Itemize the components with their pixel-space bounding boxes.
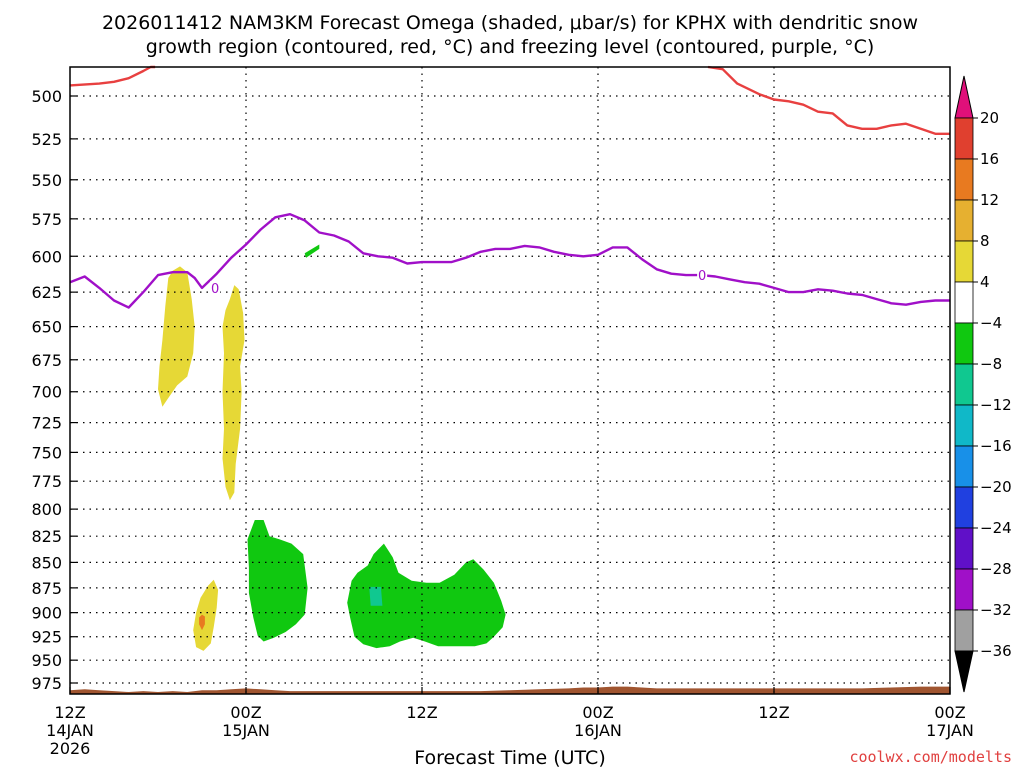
colorbar-label-7: −12 (980, 396, 1012, 414)
y-tick-label-900: 900 (31, 604, 62, 623)
contour-lines-layer: 00 (69, 65, 950, 309)
x-axis-label: Forecast Time (UTC) (414, 747, 605, 768)
x-tick-label-0-3: 2026 (50, 739, 91, 758)
y-tick-label-600: 600 (31, 247, 62, 266)
y-tick-label-725: 725 (31, 414, 62, 433)
y-tick-label-800: 800 (31, 500, 62, 519)
colorbar-swatch-2 (954, 158, 974, 201)
colorbar-label-2: 12 (980, 191, 999, 209)
shaded-regions-layer (70, 244, 950, 694)
x-tick-label-60-2: 17JAN (926, 721, 974, 740)
shaded-region-8 (70, 686, 950, 694)
colorbar-label-5: −4 (980, 314, 1002, 332)
x-tick-label-36-2: 16JAN (574, 721, 622, 740)
shaded-region-6 (369, 586, 383, 606)
x-tick-label-12-1: 00Z (230, 703, 261, 722)
contour-label-1-1: 0 (698, 269, 706, 284)
contour-label-bg-1-0 (210, 280, 221, 295)
shaded-region-3 (199, 614, 205, 631)
y-tick-label-675: 675 (31, 351, 62, 370)
contour-label-1-0: 0 (211, 282, 219, 297)
colorbar-label-1: 16 (980, 150, 999, 168)
y-tick-label-500: 500 (31, 87, 62, 106)
x-tick-label-24-1: 12Z (406, 703, 437, 722)
colorbar-swatch-11 (954, 527, 974, 570)
shaded-region-2 (193, 579, 219, 651)
credit-text: coolwx.com/modelts (849, 748, 1012, 766)
y-tick-label-775: 775 (31, 472, 62, 491)
y-tick-label-525: 525 (31, 130, 62, 149)
x-tick-label-0-2: 14JAN (46, 721, 94, 740)
colorbar-swatch-12 (954, 568, 974, 611)
plot-frame (69, 66, 951, 695)
colorbar-swatch-8 (954, 404, 974, 447)
grid-layer (70, 67, 950, 694)
y-tick-label-625: 625 (31, 283, 62, 302)
colorbar-label-13: −36 (980, 642, 1012, 660)
x-tick-label-12-2: 15JAN (222, 721, 270, 740)
colorbar-label-8: −16 (980, 437, 1012, 455)
colorbar-swatch-9 (954, 445, 974, 488)
colorbar-label-0: 20 (980, 109, 999, 127)
x-tick-label-0-1: 12Z (54, 703, 85, 722)
chart-title-line1: 2026011412 NAM3KM Forecast Omega (shaded… (102, 12, 918, 34)
x-tick-label-60-1: 00Z (934, 703, 965, 722)
colorbar-swatch-4 (954, 240, 974, 283)
series-0-segment-0 (69, 65, 156, 87)
x-tick-label-36-1: 00Z (582, 703, 613, 722)
colorbar-swatch-7 (954, 363, 974, 406)
colorbar-label-12: −32 (980, 601, 1012, 619)
colorbar-bottom-arrow (954, 650, 974, 693)
colorbar-label-3: 8 (980, 232, 990, 250)
shaded-region-7 (304, 244, 320, 258)
chart-title-line2: growth region (contoured, red, °C) and f… (146, 36, 875, 58)
colorbar-swatch-13 (954, 609, 974, 652)
y-tick-label-575: 575 (31, 210, 62, 229)
y-tick-label-700: 700 (31, 383, 62, 402)
colorbar-label-11: −28 (980, 560, 1012, 578)
shaded-region-5 (347, 543, 506, 649)
y-tick-label-850: 850 (31, 553, 62, 572)
y-tick-label-650: 650 (31, 318, 62, 337)
shaded-region-1 (222, 285, 245, 501)
colorbar-swatch-1 (954, 117, 974, 160)
colorbar-label-10: −24 (980, 519, 1012, 537)
shaded-region-4 (247, 520, 308, 642)
x-tick-label-48-1: 12Z (758, 703, 789, 722)
colorbar-swatch-6 (954, 322, 974, 365)
colorbar-label-4: 4 (980, 273, 990, 291)
colorbar-top-arrow (954, 75, 974, 119)
y-tick-label-950: 950 (31, 651, 62, 670)
y-tick-label-925: 925 (31, 628, 62, 647)
y-axis: 500 525 550 575 600 625 650 675 700 725 750 775 800 8… (31, 87, 77, 693)
y-tick-label-750: 750 (31, 443, 62, 462)
y-tick-label-975: 975 (31, 674, 62, 693)
y-tick-label-550: 550 (31, 171, 62, 190)
series-1-segment-0 (69, 212, 950, 309)
colorbar-swatch-5 (954, 281, 974, 324)
y-tick-label-825: 825 (31, 527, 62, 546)
colorbar-swatch-10 (954, 486, 974, 529)
colorbar: 20 16 12 8 4 −4 −8 −12 −16 −20 −24 −28 −32 −36 (954, 75, 1012, 693)
contour-label-bg-1-1 (697, 268, 708, 283)
colorbar-label-6: −8 (980, 355, 1002, 373)
colorbar-label-9: −20 (980, 478, 1012, 496)
shaded-region-0 (158, 266, 195, 407)
series-0-segment-1 (707, 65, 950, 136)
colorbar-swatch-3 (954, 199, 974, 242)
y-tick-label-875: 875 (31, 579, 62, 598)
